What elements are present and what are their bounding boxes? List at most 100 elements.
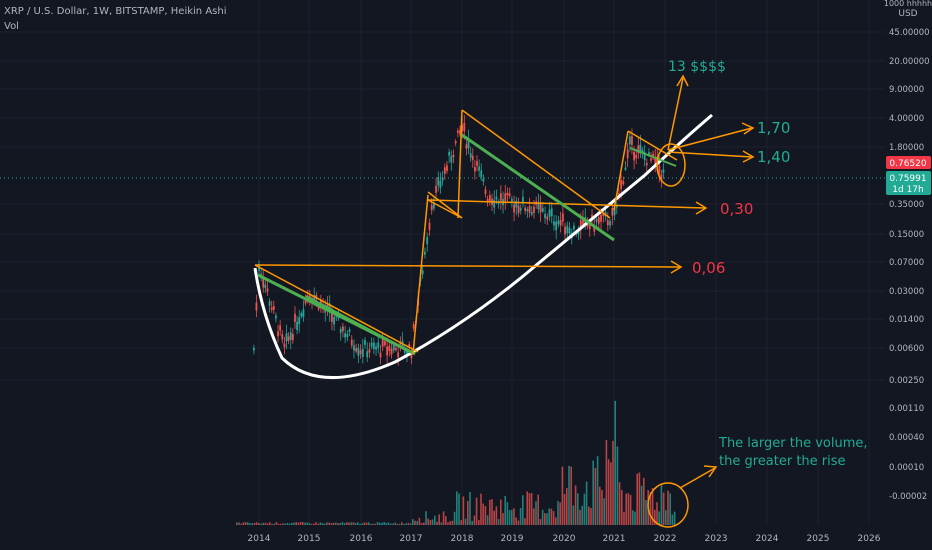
candle-body xyxy=(459,130,461,134)
candle-body xyxy=(595,219,598,222)
price-tick: 0.35000 xyxy=(889,200,924,210)
candle-body xyxy=(277,331,279,337)
candle-body xyxy=(573,225,575,230)
volume-bar xyxy=(621,490,623,525)
time-axis: 2014 2015 2016 2017 2018 2019 2020 2021 2022 2023… xyxy=(248,534,881,544)
candle-body xyxy=(628,136,631,145)
candle-body xyxy=(557,220,560,225)
volume-bar xyxy=(280,523,282,525)
candle-body xyxy=(308,293,311,300)
volume-bar xyxy=(315,522,317,525)
candle-body xyxy=(381,338,384,347)
candle-body xyxy=(421,270,424,275)
volume-bar xyxy=(493,510,495,525)
volume-bar xyxy=(528,493,531,525)
volume-bar xyxy=(352,522,355,525)
candle-body xyxy=(428,222,431,231)
volume-bar xyxy=(282,523,284,525)
candle-body xyxy=(441,177,444,181)
candle-body xyxy=(279,325,282,331)
volume-bar xyxy=(324,523,326,525)
candle-body xyxy=(510,198,513,202)
candle-body xyxy=(650,158,652,161)
candle-body xyxy=(342,326,344,332)
candle-body xyxy=(403,350,406,353)
volume-bar xyxy=(412,519,414,525)
volume-bar xyxy=(403,523,405,525)
candle-body xyxy=(452,154,455,158)
candle-body xyxy=(499,193,502,201)
candle-body xyxy=(456,130,459,133)
candle-body xyxy=(526,209,529,212)
candle-body xyxy=(379,352,382,358)
candle-body xyxy=(443,167,446,174)
candle-body xyxy=(480,170,483,178)
volume-bar xyxy=(473,515,476,525)
candle-body xyxy=(285,333,288,342)
volume-bar xyxy=(524,518,526,525)
volume-bar xyxy=(522,495,524,525)
volume-bar xyxy=(599,486,601,525)
price-tick: 0.15000 xyxy=(889,230,924,240)
volume-bar xyxy=(392,523,394,525)
volume-bar xyxy=(379,522,381,525)
candle-body xyxy=(486,198,489,203)
volume-bar xyxy=(363,522,366,525)
candle-body xyxy=(626,149,629,159)
candle-body xyxy=(450,156,453,163)
volume-bar xyxy=(253,522,256,525)
volume-bar xyxy=(643,477,645,525)
candle-body xyxy=(300,313,303,317)
candle-body xyxy=(430,205,433,211)
candle-body xyxy=(319,300,322,306)
candle-body xyxy=(426,237,429,245)
candle-body xyxy=(660,174,663,180)
price-tick: 0.01400 xyxy=(889,315,924,325)
volume-bar xyxy=(456,491,458,525)
volume-bar xyxy=(658,511,660,525)
volume-bar xyxy=(594,468,597,525)
triangle-3-top xyxy=(461,109,611,219)
candle-body xyxy=(348,329,351,332)
candle-body xyxy=(620,180,623,189)
candle-body xyxy=(439,180,442,188)
candle-body xyxy=(643,151,646,161)
volume-bar xyxy=(304,522,306,525)
candle-body xyxy=(533,206,535,213)
candle-body xyxy=(530,212,533,215)
volume-bar xyxy=(258,523,260,525)
volume-bar xyxy=(319,522,322,525)
symbol-title: XRP / U.S. Dollar, 1W, BITSTAMP, Heikin … xyxy=(4,6,227,17)
candle-body xyxy=(388,345,391,351)
candle-body xyxy=(268,301,271,306)
price-tick: 45.00000 xyxy=(889,28,930,38)
arrowhead-13 xyxy=(676,74,689,87)
volume-bars xyxy=(236,400,676,525)
volume-bar xyxy=(330,523,333,525)
price-tick: 0.00600 xyxy=(889,344,924,354)
current-price-text: 0.75991 xyxy=(889,174,926,184)
volume-bar xyxy=(293,522,295,525)
volume-bar xyxy=(583,493,586,525)
year-tick: 2020 xyxy=(553,534,576,544)
volume-bar xyxy=(489,499,491,525)
arrowhead-volume xyxy=(703,465,718,478)
candle-body xyxy=(493,199,496,208)
candle-body xyxy=(330,313,333,322)
volume-bar xyxy=(398,523,401,525)
candle-body xyxy=(366,351,369,358)
year-tick: 2017 xyxy=(400,534,423,544)
candle-body xyxy=(359,350,362,354)
volume-bar xyxy=(341,522,344,525)
current-price-badge xyxy=(886,171,931,195)
volume-bar xyxy=(326,522,328,525)
candle-body xyxy=(410,352,413,359)
volume-bar xyxy=(284,523,286,525)
volume-bar xyxy=(526,491,528,525)
last-price-text: 0.76520 xyxy=(889,159,926,169)
candle-body xyxy=(283,343,286,348)
volume-bar xyxy=(348,522,350,525)
candle-body xyxy=(304,299,307,304)
volume-bar xyxy=(561,466,564,525)
